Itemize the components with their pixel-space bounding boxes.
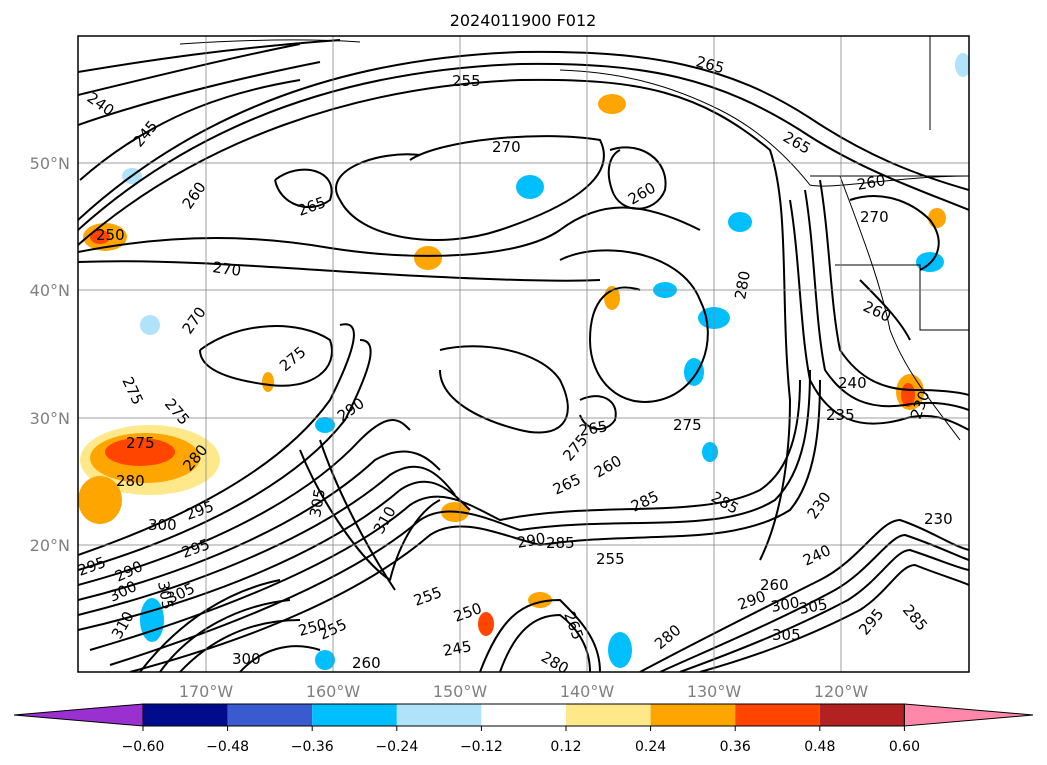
contour-label: 260	[856, 171, 887, 194]
contour-label: 255	[596, 550, 625, 568]
contour-label: 280	[116, 472, 145, 490]
lat-label: 20°N	[30, 536, 70, 555]
colorbar-segment	[312, 704, 397, 726]
colorbar-segment	[227, 704, 313, 726]
contour-label: 290	[516, 529, 547, 552]
colorbar-tick: −0.36	[291, 739, 334, 755]
colorbar-tick-marks	[142, 726, 905, 731]
coastlines	[179, 36, 969, 441]
contour-label: 300	[232, 650, 261, 668]
contour-label: 300	[148, 516, 177, 534]
contour-label: 305	[772, 626, 801, 644]
contour-label: 270	[860, 208, 889, 226]
colorbar: −0.60 −0.48 −0.36 −0.24 −0.12 0.12 0.24 …	[13, 703, 1034, 755]
contour-label: 305	[798, 595, 829, 618]
contour-label: 230	[924, 510, 953, 528]
lon-label: 120°W	[814, 682, 869, 701]
longitude-labels: 170°W 160°W 150°W 140°W 130°W 120°W	[179, 682, 869, 701]
lat-label: 40°N	[30, 281, 70, 300]
colorbar-tick: −0.60	[122, 739, 165, 755]
contour-label: 240	[838, 374, 867, 392]
colorbar-tick: 0.12	[550, 739, 581, 755]
contour-label: 280	[731, 269, 754, 300]
contour-label: 260	[352, 654, 381, 672]
lat-label: 50°N	[30, 154, 70, 173]
contour-label: 235	[826, 406, 855, 424]
lon-label: 130°W	[687, 682, 742, 701]
map-frame	[77, 35, 970, 673]
colorbar-frame	[142, 703, 905, 727]
lat-label: 30°N	[30, 409, 70, 428]
contour-label: 270	[211, 258, 242, 280]
contour-label: 305	[154, 580, 177, 611]
colorbar-tick: 0.60	[889, 739, 920, 755]
colorbar-segment	[650, 704, 736, 726]
colorbar-tick: −0.24	[375, 739, 418, 755]
colorbar-tick: 0.48	[804, 739, 835, 755]
lon-label: 170°W	[179, 682, 234, 701]
shaded-patches	[78, 53, 969, 670]
colorbar-segment	[735, 704, 820, 726]
lon-label: 150°W	[433, 682, 488, 701]
contour-label: 260	[760, 576, 789, 594]
contour-label: 255	[452, 72, 481, 90]
colorbar-segment	[481, 704, 566, 726]
colorbar-segment	[143, 704, 228, 726]
colorbar-segment	[396, 704, 482, 726]
colorbar-tick: 0.36	[720, 739, 751, 755]
lon-label: 140°W	[560, 682, 615, 701]
contour-label: 275	[126, 434, 155, 452]
gridlines	[78, 36, 969, 672]
colorbar-left-arrow	[13, 703, 144, 727]
colorbar-tick: −0.48	[206, 739, 249, 755]
map-title: 2024011900 F012	[450, 11, 597, 30]
colorbar-segment	[819, 704, 905, 726]
colorbar-segment	[566, 704, 651, 726]
colorbar-tick: 0.24	[635, 739, 666, 755]
contour-label: 275	[673, 416, 702, 434]
contour-label: 250	[96, 226, 125, 244]
contour-label: 305	[306, 487, 329, 518]
latitude-labels: 50°N 40°N 30°N 20°N	[30, 154, 70, 555]
contour-label: 285	[546, 534, 575, 552]
colorbar-right-arrow	[903, 703, 1034, 727]
contour-label: 245	[442, 637, 473, 660]
colorbar-tick: −0.12	[460, 739, 503, 755]
contour-label: 300	[770, 593, 801, 616]
lon-label: 160°W	[306, 682, 361, 701]
contour-label: 270	[492, 138, 521, 156]
contour-label: 265	[578, 417, 609, 440]
